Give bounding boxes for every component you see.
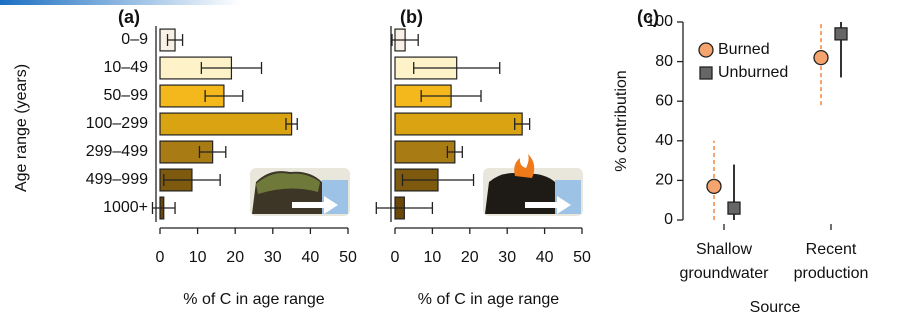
- y-tick-label: 499–999: [86, 171, 148, 188]
- y-tick-label: 100–299: [86, 115, 148, 132]
- x-tick-label: 10: [189, 249, 207, 266]
- legend-label: Unburned: [718, 64, 788, 81]
- y-tick-label: 60: [655, 92, 673, 109]
- y-tick-label: 80: [655, 53, 673, 70]
- panel-label: (b): [400, 7, 423, 27]
- x-tick-label: 30: [264, 249, 282, 266]
- x-tick-label: 20: [461, 249, 479, 266]
- figure: (a) 0 10 20 30 40 50 % of C in age range Age ran…: [0, 0, 899, 320]
- x-tick-label: 50: [339, 249, 357, 266]
- x-axis-title: Source: [750, 299, 801, 316]
- x-axis-title: % of C in age range: [418, 291, 560, 308]
- soil-icon: [250, 168, 350, 216]
- x-tick-label: 30: [498, 249, 516, 266]
- x-tick-label: 20: [226, 249, 244, 266]
- y-tick-label: 100: [646, 13, 673, 30]
- bar: [395, 141, 455, 163]
- y-tick-label: 20: [655, 172, 673, 189]
- x-tick-label: 40: [536, 249, 554, 266]
- point: [814, 51, 828, 65]
- x-tick-label: 10: [424, 249, 442, 266]
- y-tick-label: 0–9: [121, 31, 148, 48]
- y-axis-title: Age range (years): [13, 64, 30, 192]
- legend-label: Burned: [718, 41, 770, 58]
- x-tick-label: 0: [156, 249, 165, 266]
- x-tick-label: 50: [573, 249, 591, 266]
- x-tick-label: 40: [302, 249, 320, 266]
- y-tick-label: 10–49: [104, 59, 149, 76]
- bar: [160, 113, 292, 135]
- decor-bar: [0, 0, 240, 5]
- point: [728, 202, 740, 214]
- y-tick-label: 1000+: [103, 199, 148, 216]
- x-tick-label: 0: [391, 249, 400, 266]
- y-tick-label: 0: [664, 211, 673, 228]
- y-axis-title: % contribution: [613, 70, 630, 171]
- y-tick-label: 50–99: [104, 87, 149, 104]
- burned-soil-icon: [483, 154, 583, 216]
- point: [835, 28, 847, 40]
- legend-marker: [699, 43, 713, 57]
- bar: [395, 113, 522, 135]
- y-tick-label: 40: [655, 132, 673, 149]
- point: [707, 179, 721, 193]
- legend-marker: [700, 67, 712, 79]
- x-axis-title: % of C in age range: [183, 291, 325, 308]
- y-tick-label: 299–499: [86, 143, 148, 160]
- panel-label: (a): [118, 7, 140, 27]
